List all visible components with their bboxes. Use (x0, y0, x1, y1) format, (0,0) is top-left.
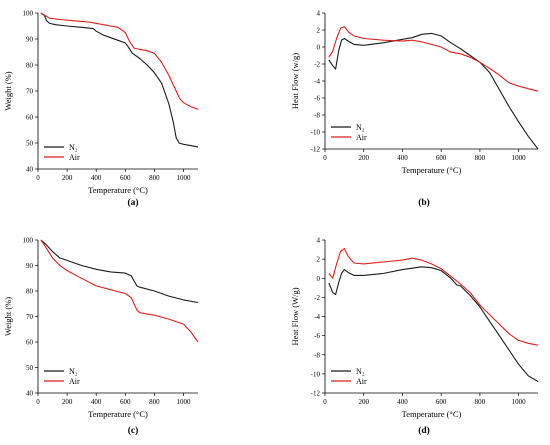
x-axis-title: Temperature (°C) (88, 409, 148, 419)
panel-a: 0 200 400 600 800 1000 40 50 60 70 80 90 100 Temperat… (3, 10, 199, 208)
y-tick-label: 80 (26, 288, 34, 296)
x-tick-label: 1000 (512, 154, 527, 162)
y-tick-label: 2 (317, 27, 321, 35)
legend-label-air: Air (69, 377, 80, 386)
y-tick-label: -4 (314, 313, 320, 321)
x-tick-label: 1000 (176, 174, 191, 182)
y-tick-label: -6 (314, 95, 320, 103)
y-tick-label: -12 (311, 390, 321, 398)
x-axis-title: Temperature (°C) (402, 165, 462, 175)
y-tick-label: 4 (317, 10, 321, 18)
legend-label-n2: N₂ (69, 367, 78, 376)
series-line-air (328, 26, 539, 92)
y-tick-label: 60 (26, 114, 34, 122)
series-line-air (40, 12, 199, 110)
y-tick-label: 80 (26, 62, 34, 70)
y-tick-label: 0 (317, 44, 321, 52)
y-tick-label: 40 (26, 166, 34, 174)
y-tick-label: 50 (26, 140, 34, 148)
x-tick-label: 200 (62, 398, 73, 406)
panel-label: (d) (418, 425, 430, 436)
y-axis-title: Weight (%) (3, 71, 13, 110)
y-tick-label: 90 (26, 36, 34, 44)
y-tick-label: 100 (23, 237, 34, 245)
x-axis-title: Temperature (°C) (88, 185, 148, 195)
panel-label: (b) (418, 197, 430, 208)
y-tick-label: -12 (311, 146, 321, 154)
x-tick-label: 400 (91, 174, 102, 182)
y-tick-label: 40 (26, 390, 34, 398)
x-tick-label: 200 (358, 154, 369, 162)
legend-label-air: Air (356, 133, 367, 142)
series-line-n2 (328, 266, 539, 382)
y-axis-title: Heat Flow (W/g) (290, 287, 300, 345)
series-line-n2 (40, 239, 199, 304)
y-tick-label: 70 (26, 313, 34, 321)
y-tick-label: -10 (311, 129, 321, 137)
x-tick-label: 600 (120, 174, 131, 182)
series-line-air (328, 248, 539, 346)
x-tick-label: 0 (323, 398, 327, 406)
legend-label-n2: N₂ (69, 143, 78, 152)
x-tick-label: 600 (436, 398, 447, 406)
x-tick-label: 800 (149, 398, 160, 406)
y-tick-label: 4 (317, 237, 321, 245)
x-tick-label: 800 (475, 398, 486, 406)
x-tick-label: 200 (358, 398, 369, 406)
y-tick-label: 70 (26, 88, 34, 96)
x-tick-label: 200 (62, 174, 73, 182)
y-tick-label: 90 (26, 262, 34, 270)
x-tick-label: 1000 (512, 398, 527, 406)
series-line-n2 (328, 32, 539, 150)
x-tick-label: 400 (91, 398, 102, 406)
x-tick-label: 0 (323, 154, 327, 162)
y-tick-label: -6 (314, 332, 320, 340)
series-line-n2 (40, 12, 199, 148)
legend-label-air: Air (69, 153, 80, 162)
series-line-air (40, 239, 199, 343)
legend-label-n2: N₂ (356, 123, 365, 132)
panel-b: 0 200 400 600 800 1000 -12 -10 -8 -6 -4 -2 0 2 4 Temper… (290, 10, 539, 208)
x-tick-label: 0 (36, 174, 40, 182)
y-tick-label: 2 (317, 256, 321, 264)
y-tick-label: -2 (314, 294, 320, 302)
y-tick-label: -2 (314, 61, 320, 69)
panel-d: 0 200 400 600 800 1000 -12 -10 -8 -6 -4 -2 0 2 4 Temper… (290, 237, 539, 436)
y-axis-title: Heat Flow (w/g) (290, 53, 300, 109)
y-axis-title: Weight (%) (3, 297, 13, 336)
panel-label: (c) (128, 425, 139, 436)
x-tick-label: 0 (36, 398, 40, 406)
y-tick-label: -4 (314, 78, 320, 86)
x-axis-title: Temperature (°C) (402, 409, 462, 419)
y-tick-label: 60 (26, 339, 34, 347)
x-tick-label: 800 (475, 154, 486, 162)
x-tick-label: 400 (397, 398, 408, 406)
y-tick-label: 100 (23, 10, 34, 18)
x-tick-label: 600 (120, 398, 131, 406)
y-tick-label: -8 (314, 351, 320, 359)
x-tick-label: 800 (149, 174, 160, 182)
x-tick-label: 1000 (176, 398, 191, 406)
y-tick-label: -8 (314, 112, 320, 120)
x-tick-label: 400 (397, 154, 408, 162)
legend-label-n2: N₂ (356, 367, 365, 376)
y-tick-label: 0 (317, 275, 321, 283)
legend-label-air: Air (356, 377, 367, 386)
y-tick-label: -10 (311, 370, 321, 378)
x-tick-label: 600 (436, 154, 447, 162)
panel-label: (a) (127, 197, 138, 208)
y-tick-label: 50 (26, 364, 34, 372)
panel-c: 0 200 400 600 800 1000 40 50 60 70 80 90 100 Temperat… (3, 237, 199, 436)
